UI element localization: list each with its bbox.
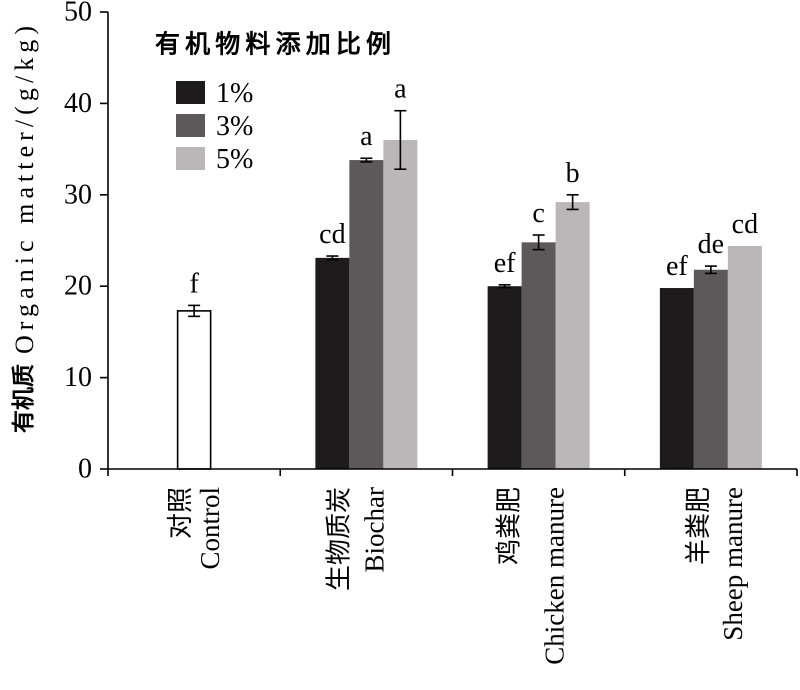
x-category-label-sheep-manure: 羊粪肥 Sheep manure — [684, 487, 748, 641]
error-bar-chicken-manure-1pct — [498, 284, 511, 289]
legend-item-5pct: 5% — [176, 144, 253, 175]
bar-sheep-manure-5pct — [727, 245, 762, 469]
y-tick-label: 40 — [64, 88, 92, 119]
bar-biochar-5pct — [383, 139, 418, 469]
x-category-label-zh: 鸡粪肥 — [495, 487, 525, 565]
error-bar-control — [188, 304, 201, 318]
x-category-label-chicken-manure: 鸡粪肥 Chicken manure — [495, 487, 570, 665]
significance-letter-biochar-3pct: a — [360, 121, 373, 152]
bar-sheep-manure-3pct — [693, 269, 728, 469]
error-bar-biochar-1pct — [326, 255, 339, 261]
x-category-label-en: Chicken manure — [540, 487, 570, 665]
x-category-label-zh: 生物质炭 — [324, 487, 354, 591]
bars — [176, 139, 762, 470]
y-tick-label: 20 — [64, 271, 92, 302]
significance-letter-sheep-manure-1pct: ef — [666, 251, 688, 282]
error-bars — [188, 109, 717, 318]
significance-letter-chicken-manure-5pct: b — [566, 158, 580, 189]
significance-letter-control: f — [189, 268, 199, 299]
legend-swatch — [176, 81, 205, 104]
y-axis-title-en: Organic matter/(g/kg) — [10, 26, 39, 354]
legend-swatch — [176, 114, 205, 137]
significance-letters: f cd ef ef a c de a b cd — [189, 74, 758, 300]
bar-sheep-manure-1pct — [659, 288, 694, 469]
y-tick-label: 0 — [78, 454, 92, 485]
bar-biochar-1pct — [315, 257, 350, 469]
x-category-label-control: 对照 Control — [166, 487, 225, 570]
error-bar-chicken-manure-5pct — [566, 194, 579, 211]
y-tick-label: 50 — [64, 0, 92, 28]
legend-title: 有机物料添加比例 — [155, 30, 391, 59]
error-bar-chicken-manure-3pct — [532, 234, 545, 251]
bar-biochar-3pct — [349, 160, 384, 469]
x-category-label-zh: 羊粪肥 — [684, 487, 714, 565]
legend: 有机物料添加比例 1%3%5% — [155, 30, 391, 176]
error-bar-biochar-5pct — [394, 109, 407, 171]
legend-item-1pct: 1% — [176, 78, 253, 109]
bar-chicken-manure-1pct — [487, 286, 522, 469]
y-axis-title: 有机质 Organic matter/(g/kg) — [10, 26, 39, 433]
bar-control — [176, 310, 212, 470]
legend-label: 1% — [216, 78, 253, 109]
x-category-label-en: Biochar — [359, 487, 389, 572]
x-category-labels: 对照 Control 生物质炭 Biochar 鸡粪肥 Chicken manure 羊粪肥… — [166, 487, 748, 665]
legend-label: 5% — [216, 144, 253, 175]
significance-letter-chicken-manure-1pct: ef — [494, 248, 516, 279]
x-category-label-zh: 对照 — [166, 487, 196, 539]
significance-letter-sheep-manure-5pct: cd — [732, 209, 758, 240]
legend-item-3pct: 3% — [176, 111, 253, 142]
y-axis-title-zh: 有机质 — [10, 364, 37, 433]
bar-chicken-manure-3pct — [521, 242, 556, 469]
y-tick-label: 10 — [64, 362, 92, 393]
legend-label: 3% — [216, 111, 253, 142]
significance-letter-biochar-5pct: a — [394, 74, 407, 105]
bar-chicken-manure-5pct — [555, 202, 590, 469]
x-category-label-biochar: 生物质炭 Biochar — [324, 487, 389, 591]
axes: 0 10 20 30 40 50 — [64, 0, 798, 485]
significance-letter-biochar-1pct: cd — [319, 219, 345, 250]
error-bar-sheep-manure-3pct — [704, 265, 717, 275]
error-bar-biochar-3pct — [360, 157, 373, 163]
legend-items: 1%3%5% — [176, 78, 253, 175]
significance-letter-sheep-manure-3pct: de — [698, 229, 724, 260]
x-category-label-en: Sheep manure — [718, 487, 748, 641]
y-tick-label: 30 — [64, 179, 92, 210]
x-category-label-en: Control — [195, 487, 225, 570]
significance-letter-chicken-manure-3pct: c — [532, 198, 544, 229]
legend-swatch — [176, 147, 205, 170]
